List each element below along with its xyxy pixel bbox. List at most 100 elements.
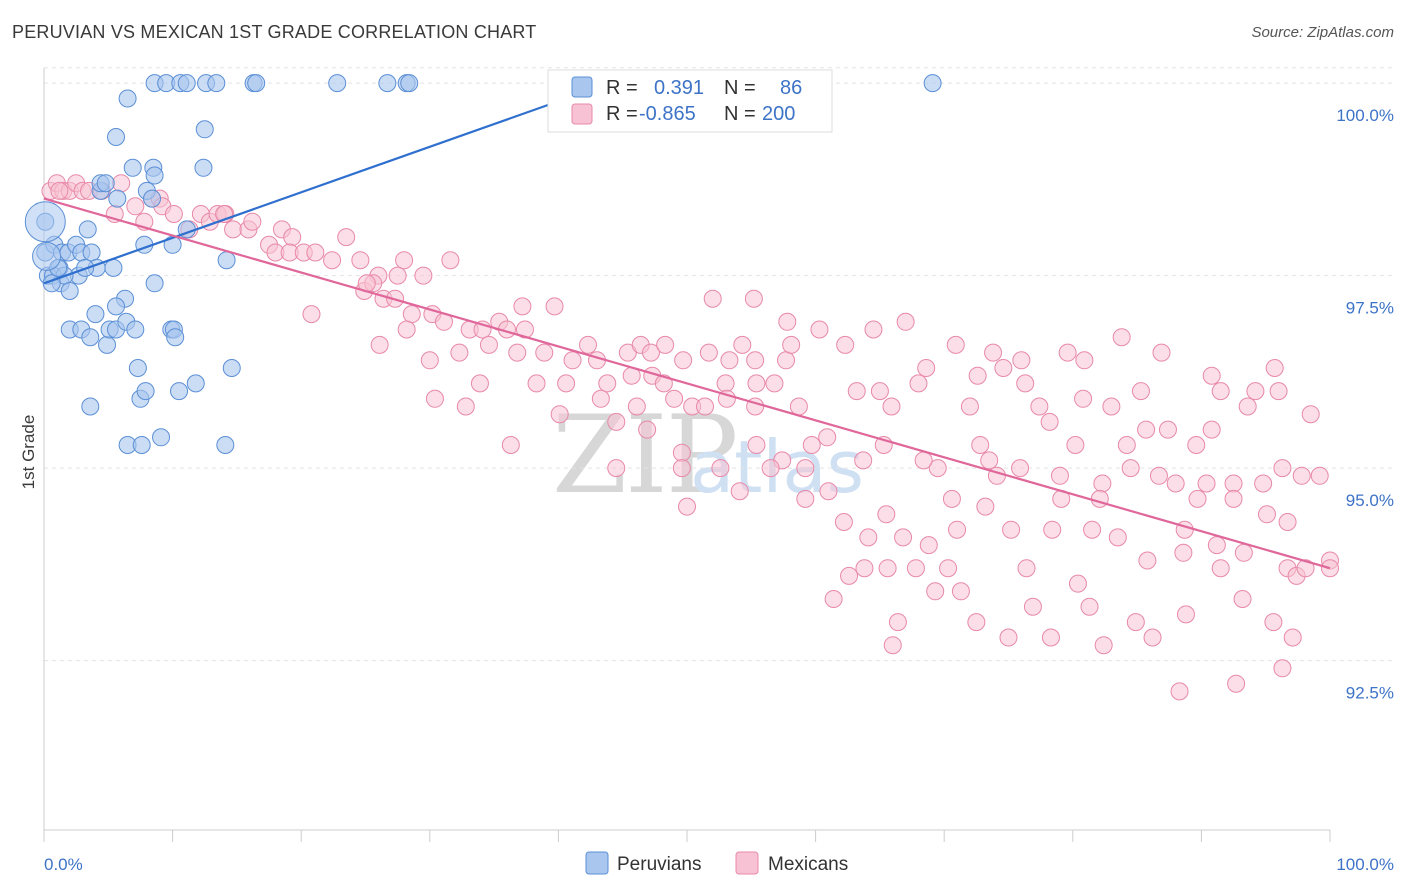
mexicans-point	[1174, 543, 1193, 562]
mexicans-point	[283, 228, 302, 247]
peruvians-point	[126, 320, 145, 339]
mexicans-point	[1131, 382, 1150, 401]
mexicans-point	[1058, 343, 1077, 362]
y-tick-label-0: 92.5%	[1346, 684, 1394, 703]
peruvians-point	[123, 158, 142, 177]
mexicans-point	[1040, 412, 1059, 431]
mexicans-point	[984, 343, 1003, 362]
mexicans-point	[870, 382, 889, 401]
peruvians-point	[923, 74, 942, 93]
mexicans-point	[1074, 389, 1093, 408]
mexicans-point	[479, 335, 498, 354]
mexicans-point	[951, 582, 970, 601]
mexicans-point	[1166, 474, 1185, 493]
mexicans-point	[557, 374, 576, 393]
mexicans-point	[810, 320, 829, 339]
mexicans-point	[836, 335, 855, 354]
mexicans-point	[1041, 628, 1060, 647]
peruvians-point	[107, 297, 126, 316]
mexicans-point	[747, 374, 766, 393]
mexicans-point	[1238, 397, 1257, 416]
legend-r-label-mexicans: R =	[606, 103, 638, 125]
mexicans-point	[1233, 590, 1252, 608]
mexicans-point	[744, 289, 763, 308]
bottom-legend-label-peruvians: Peruvians	[617, 854, 702, 875]
peruvians-point	[32, 241, 62, 271]
x-axis-ticks	[43, 830, 1331, 842]
mexicans-point	[1283, 628, 1302, 647]
peruvians-point	[82, 243, 101, 262]
peruvians-point	[143, 189, 162, 208]
peruvians-point	[96, 174, 115, 193]
mexicans-point	[1264, 613, 1283, 632]
mexicans-point	[1016, 374, 1035, 393]
mexicans-point	[980, 451, 999, 470]
mexicans-point	[1224, 474, 1243, 493]
mexicans-point	[818, 428, 837, 447]
mexicans-point	[942, 489, 961, 508]
mexicans-point	[819, 482, 838, 501]
mexicans-point	[395, 251, 414, 270]
peruvians-point	[216, 436, 235, 454]
mexicans-point	[971, 436, 990, 454]
mexicans-point	[535, 343, 554, 362]
mexicans-point	[1108, 528, 1127, 547]
mexicans-point	[50, 181, 69, 200]
mexicans-point	[1227, 674, 1246, 693]
mexicans-point	[696, 397, 715, 416]
mexicans-point	[1211, 382, 1230, 401]
mexicans-point	[1202, 420, 1221, 439]
mexicans-point	[1043, 520, 1062, 539]
mexicans-point	[1188, 489, 1207, 508]
mexicans-point	[976, 497, 995, 516]
mexicans-point	[397, 320, 416, 339]
y-axis-label: 1st Grade	[19, 415, 38, 490]
mexicans-point	[840, 566, 859, 585]
mexicans-point	[654, 374, 673, 393]
mexicans-point	[765, 374, 784, 393]
mexicans-point	[999, 628, 1018, 647]
peruvians-points	[24, 74, 942, 454]
mexicans-point	[1011, 459, 1030, 478]
mexicans-point	[243, 212, 262, 231]
peruvians-point	[247, 74, 266, 93]
legend-r-value-peruvians: 0.391	[654, 77, 704, 99]
mexicans-point	[607, 459, 626, 478]
mexicans-point	[716, 374, 735, 393]
mexicans-point	[1075, 351, 1094, 370]
mexicans-point	[1176, 605, 1195, 624]
mexicans-point	[834, 513, 853, 531]
mexicans-point	[126, 197, 145, 216]
mexicans-point	[994, 359, 1013, 377]
mexicans-point	[1234, 543, 1253, 562]
gridlines	[44, 67, 1394, 662]
mexicans-point	[928, 459, 947, 478]
mexicans-point	[960, 397, 979, 416]
mexicans-point	[450, 343, 469, 362]
mexicans-point	[508, 343, 527, 362]
peruvians-point	[78, 220, 97, 239]
source-label: Source: ZipAtlas.com	[1251, 24, 1394, 41]
mexicans-point	[1068, 574, 1087, 593]
mexicans-point	[1197, 474, 1216, 493]
peruvians-point	[194, 158, 213, 177]
x-tick-label-max: 100.0%	[1336, 855, 1394, 874]
mexicans-point	[441, 251, 460, 270]
mexicans-point	[591, 389, 610, 408]
mexicans-point	[678, 497, 696, 516]
mexicans-point	[747, 436, 766, 454]
mexicans-point	[1269, 382, 1288, 401]
mexicans-point	[1030, 397, 1049, 416]
peruvians-point	[107, 128, 126, 146]
stats-legend-box	[547, 69, 833, 133]
mexicans-point	[420, 351, 439, 370]
bottom-legend-swatch-peruvians	[585, 851, 609, 875]
mexicans-point	[1050, 466, 1069, 485]
mexicans-point	[939, 559, 958, 578]
mexicans-point	[425, 389, 444, 408]
mexicans-point	[917, 359, 936, 377]
mexicans-point	[855, 559, 874, 578]
mexicans-point	[1117, 436, 1136, 454]
mexicans-point	[578, 335, 597, 354]
mexicans-point	[1083, 520, 1102, 539]
